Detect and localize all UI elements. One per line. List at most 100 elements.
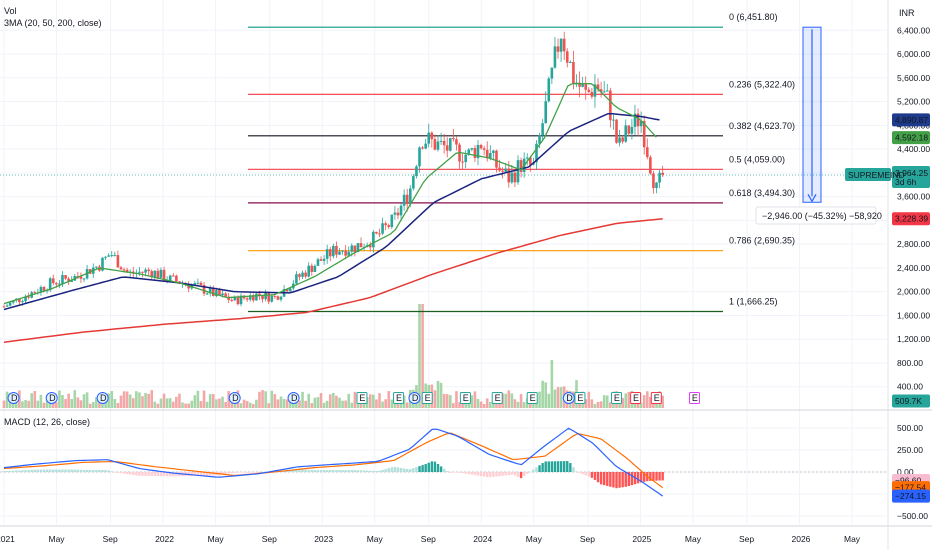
candle-body [565, 51, 569, 63]
candle-body [658, 172, 661, 183]
measure-label-box [755, 206, 877, 225]
dividend-marker [408, 392, 421, 404]
macd-histogram-bar [79, 469, 83, 472]
volume-bar [36, 400, 40, 408]
candle-body [489, 153, 492, 159]
macd-histogram-bar [18, 470, 21, 472]
volume-bar [211, 394, 215, 408]
volume-bar [73, 390, 77, 408]
macd-histogram-bar [325, 470, 329, 472]
volume-bar [584, 399, 588, 408]
volume-bar [544, 382, 548, 408]
price-tag-bg [892, 113, 930, 127]
symbol-tag-bg [845, 167, 891, 181]
volume-bar [538, 391, 541, 408]
volume-bar [476, 399, 480, 408]
volume-bar [421, 304, 424, 408]
candle-body [252, 295, 255, 301]
candle-body [33, 292, 37, 294]
time-axis[interactable]: 2021 May Sep 2022 May Sep 2023 May Sep 2024 May Sep… [0, 534, 861, 544]
ma-legend[interactable]: 3MA (20, 50, 200, close) [4, 18, 102, 28]
volume-bar [270, 390, 274, 408]
macd-histogram-bar [387, 468, 390, 472]
volume-bar [556, 387, 560, 408]
candle-body [519, 160, 523, 172]
candle-body [27, 296, 30, 298]
time-axis-tick: May [208, 534, 225, 544]
volume-bar [141, 396, 144, 408]
volume-bar [230, 402, 234, 408]
volume-bar [33, 391, 37, 408]
volume-bar [492, 403, 495, 408]
fibonacci-levels[interactable]: 0 (6,451.80) 0.236 (5,322.40) 0.382 (4,623… [0, 12, 887, 313]
dividend-marker [7, 392, 20, 404]
candle-body [332, 245, 335, 257]
macd-histogram-bar [381, 469, 384, 472]
macd-histogram-bar [384, 468, 387, 472]
dividend-marker [96, 392, 109, 404]
price-axis-tick: 1,200.00 [897, 334, 930, 344]
volume-bar [433, 390, 437, 408]
earnings-marker-label: E [359, 393, 365, 403]
volume-bar [307, 393, 311, 408]
macd-histogram-bar [258, 472, 261, 473]
macd-histogram-bar [359, 470, 363, 472]
volume-bar [448, 395, 452, 408]
currency-label[interactable]: INR [899, 8, 915, 18]
current-price-tag-bg [892, 165, 930, 188]
candle-body [399, 205, 403, 216]
candle-body [338, 251, 341, 255]
volume-bar [24, 400, 27, 408]
macd-histogram-bar [156, 472, 160, 477]
candle-body [18, 298, 21, 303]
time-axis-tick: 2025 [632, 534, 651, 544]
macd-histogram-bar [329, 470, 332, 472]
volume-bar [221, 396, 224, 408]
candle-body [639, 121, 643, 127]
volume-bar [131, 398, 135, 408]
candle-body [596, 84, 600, 90]
macd-histogram-bar [24, 470, 27, 472]
macd-histogram-bar [141, 472, 144, 476]
candle-body [307, 265, 311, 277]
macd-histogram-bar [504, 472, 507, 476]
candle-body [445, 145, 449, 151]
macd-histogram-bar [652, 472, 655, 481]
volume-bar [516, 401, 520, 408]
volume-bar [128, 394, 132, 408]
macd-histogram-bar [627, 472, 631, 487]
candle-body [424, 143, 427, 149]
candle-body [547, 78, 551, 102]
candle-body [584, 84, 588, 90]
candle-body [609, 90, 612, 121]
macd-histogram-bar [507, 472, 510, 476]
candle-body [196, 282, 200, 284]
macd-histogram-bar [590, 472, 594, 478]
macd-histogram-bar [165, 472, 169, 477]
price-tag: 4,592.18 [895, 133, 928, 143]
earnings-marker [491, 392, 503, 404]
candle-body [110, 255, 114, 257]
macd-histogram-bar [578, 472, 581, 473]
volume-bar [332, 392, 335, 408]
candle-body [412, 176, 415, 189]
measure-tool[interactable]: −2,946.00 (−45.32%) −58,920 [755, 26, 882, 225]
volume-bar [489, 401, 492, 408]
macd-histogram-bar [313, 470, 317, 472]
macd-histogram-bar [249, 472, 252, 473]
candle-body [578, 82, 581, 87]
macd-histogram-bar [15, 470, 18, 472]
macd-histogram-bar [609, 472, 612, 487]
macd-histogram-bar [464, 472, 467, 474]
volume-bar [402, 395, 406, 408]
candle-body [221, 293, 224, 296]
price-axis[interactable]: 6,400.006,000.005,600.005,200.004,800.00… [897, 25, 930, 521]
macd-legend[interactable]: MACD (12, 26, close) [4, 417, 90, 427]
volume-bar [347, 393, 351, 408]
earnings-marker-label: E [692, 393, 698, 403]
price-tag: 4,890.87 [895, 115, 928, 125]
vol-legend[interactable]: Vol [4, 6, 17, 16]
macd-histogram-bar [470, 472, 474, 475]
